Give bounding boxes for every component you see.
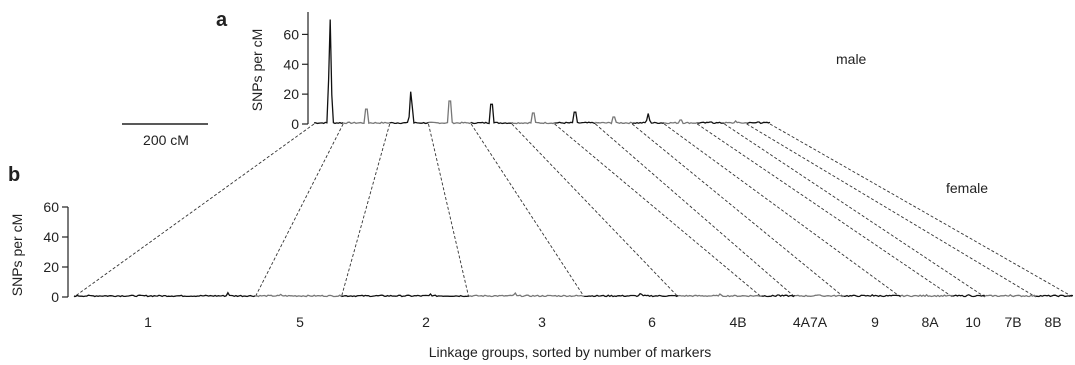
- panel-b-traces: [73, 291, 1074, 298]
- connector-line-7: [595, 123, 796, 298]
- panel-b-group-labels: 1 5 2 3 6 4B 4A7A 9 8A 10 7B 8B: [144, 314, 1061, 330]
- panel-a-ytick-label-20: 20: [283, 86, 299, 102]
- group-label-8A: 8A: [921, 314, 939, 330]
- connector-line-4: [470, 123, 585, 298]
- connector-line-0: [73, 123, 315, 298]
- connector-line-5: [511, 123, 679, 298]
- panel-b-trace-lg-8B: [1035, 294, 1074, 298]
- male-annotation: male: [836, 51, 867, 67]
- group-label-2: 2: [422, 314, 430, 330]
- panel-a-trace-lg-2: [389, 91, 429, 125]
- panel-a-y-axis: 0 20 40 60 SNPs per cM: [249, 12, 309, 132]
- panel-b-trace-lg-6: [584, 292, 679, 298]
- panel-b-trace-lg-3: [468, 292, 585, 298]
- panel-a-trace-lg-8A: [664, 119, 698, 125]
- panel-a-trace-lg-4A: [554, 111, 596, 125]
- group-label-5: 5: [296, 314, 304, 330]
- panel-b-ytick-label-20: 20: [43, 259, 59, 275]
- group-connectors: [73, 123, 1074, 298]
- connector-line-8: [631, 123, 845, 298]
- panel-a-trace-lg-7B: [724, 120, 747, 124]
- panel-b-trace-lg-7A: [794, 294, 845, 298]
- group-label-1: 1: [144, 314, 152, 330]
- panel-a-trace-lg-7A: [595, 116, 633, 125]
- connector-line-2: [340, 123, 391, 298]
- connector-line-13: [769, 123, 1074, 298]
- panel-a-traces: [313, 19, 771, 125]
- group-label-4A7A: 4A7A: [793, 314, 828, 330]
- group-label-10: 10: [965, 314, 981, 330]
- panel-b-letter: b: [8, 164, 20, 186]
- panel-b-trace-lg-4A: [761, 294, 796, 298]
- connector-line-1: [254, 123, 344, 298]
- panel-a-trace-lg-8B: [746, 121, 771, 125]
- panel-a-ylabel: SNPs per cM: [249, 29, 265, 111]
- panel-a-ytick-label-0: 0: [291, 116, 299, 132]
- panel-b-ylabel: SNPs per cM: [9, 214, 25, 296]
- connector-line-9: [663, 123, 901, 298]
- panel-b-xlabel: Linkage groups, sorted by number of mark…: [429, 344, 711, 360]
- panel-b-trace-lg-7B: [984, 293, 1037, 298]
- panel-a-trace-lg-10: [697, 121, 725, 125]
- panel-a-trace-lg-6: [470, 103, 512, 125]
- group-label-8B: 8B: [1044, 314, 1061, 330]
- panel-b-ytick-label-0: 0: [51, 289, 59, 305]
- panel-b-ytick-label-60: 60: [43, 199, 59, 215]
- panel-b-trace-lg-9: [843, 293, 901, 298]
- panel-a-trace-lg-5: [342, 108, 390, 125]
- panel-b-trace-lg-8A: [900, 293, 953, 298]
- panel-b-trace-lg-10: [952, 294, 985, 298]
- scale-bar: 200 cM: [122, 123, 208, 148]
- panel-b-y-axis: 0 20 40 60 SNPs per cM: [9, 199, 69, 305]
- panel-b-trace-lg-4B: [678, 293, 762, 298]
- group-label-7B: 7B: [1004, 314, 1021, 330]
- connector-line-6: [554, 123, 762, 298]
- connector-line-3: [428, 123, 470, 298]
- scale-bar-label: 200 cM: [143, 132, 189, 148]
- panel-a-trace-lg-3: [428, 100, 472, 125]
- panel-b-trace-lg-2: [341, 293, 469, 298]
- connector-line-10: [696, 123, 953, 298]
- connector-line-12: [746, 123, 1037, 298]
- panel-a-ytick-label-60: 60: [283, 26, 299, 42]
- group-label-3: 3: [538, 314, 546, 330]
- panel-a-letter: a: [216, 9, 228, 31]
- panel-b-ytick-label-40: 40: [43, 229, 59, 245]
- panel-a-ytick-label-40: 40: [283, 56, 299, 72]
- group-label-9: 9: [871, 314, 879, 330]
- panel-a-trace-lg-4B: [511, 112, 555, 125]
- panel-a-trace-lg-1: [313, 19, 344, 125]
- panel-a-trace-lg-9: [632, 113, 665, 125]
- panel-b-trace-lg-1: [73, 291, 256, 298]
- group-label-4B: 4B: [729, 314, 746, 330]
- panel-b-trace-lg-5: [255, 293, 342, 298]
- female-annotation: female: [946, 180, 988, 196]
- group-label-6: 6: [648, 314, 656, 330]
- connector-line-11: [724, 123, 986, 298]
